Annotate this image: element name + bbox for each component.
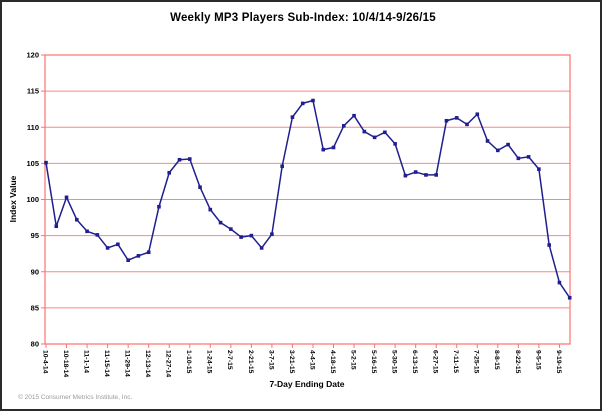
copyright-notice: © 2015 Consumer Metrics Institute, Inc. (18, 394, 133, 401)
y-tick-label: 95 (31, 231, 39, 240)
x-tick-label: 12-27-14 (165, 350, 172, 377)
x-tick-label: 9-19-15 (555, 350, 562, 374)
x-tick-label: 2-21-15 (247, 350, 254, 374)
data-point (362, 129, 367, 134)
x-tick-label: 6-27-15 (432, 350, 439, 374)
x-tick-label: 8-22-15 (514, 350, 521, 374)
x-axis-title: 7-Day Ending Date (269, 379, 344, 389)
data-point (434, 173, 439, 177)
y-tick-label: 120 (26, 51, 39, 60)
data-point (249, 233, 254, 238)
series-line (45, 99, 571, 299)
data-point (496, 148, 500, 153)
data-point (413, 170, 418, 174)
x-tick-label: 1-24-15 (206, 350, 213, 374)
data-point (393, 142, 397, 146)
data-point (126, 258, 130, 262)
data-point (465, 122, 469, 127)
data-point (95, 233, 100, 237)
data-point (321, 147, 326, 152)
data-point (567, 295, 572, 300)
x-tick-label: 3-21-15 (288, 350, 295, 374)
data-point (506, 142, 510, 147)
data-point (218, 220, 223, 225)
data-point (454, 116, 459, 120)
data-point (475, 112, 480, 117)
y-tick-label: 85 (31, 303, 39, 312)
data-point (383, 130, 387, 135)
x-tick-label: 2-7-15 (226, 350, 233, 370)
x-tick-label: 4-4-15 (308, 350, 315, 370)
x-tick-label: 7-25-15 (473, 350, 480, 374)
data-point (280, 164, 284, 169)
data-point (372, 135, 377, 140)
data-point (64, 195, 69, 200)
y-tick-label: 90 (31, 267, 39, 276)
x-tick-label: 11-15-14 (103, 350, 110, 377)
x-tick-label: 5-16-15 (370, 350, 377, 374)
data-point (198, 185, 202, 190)
data-point (547, 243, 551, 247)
y-tick-label: 100 (26, 195, 39, 204)
data-point (290, 115, 295, 119)
x-tick-label: 9-5-15 (534, 350, 541, 370)
data-point (85, 229, 89, 234)
x-tick-label: 11-29-14 (124, 350, 131, 377)
x-tick-label: 8-8-15 (493, 350, 500, 370)
data-point (229, 227, 233, 231)
data-point (116, 242, 120, 247)
x-tick-label: 11-1-14 (82, 350, 89, 373)
y-axis-title: Index Value (8, 175, 18, 222)
data-point (557, 280, 562, 285)
x-tick-label: 10-4-14 (41, 350, 48, 374)
data-point (516, 156, 521, 161)
data-point (331, 145, 336, 150)
y-tick-label: 80 (31, 340, 39, 349)
x-tick-label: 1-10-15 (185, 350, 192, 374)
data-point (239, 235, 243, 239)
data-point (167, 170, 172, 175)
data-point (341, 124, 346, 128)
data-point (105, 246, 110, 250)
x-tick-label: 7-11-15 (452, 350, 459, 373)
data-point (157, 204, 161, 209)
y-tick-label: 110 (27, 123, 39, 132)
data-point (485, 139, 490, 143)
data-point (526, 155, 531, 159)
data-point (270, 232, 274, 236)
chart-title: Weekly MP3 Players Sub-Index: 10/4/14-9/… (170, 12, 436, 24)
x-tick-label: 4-18-15 (329, 350, 336, 374)
data-point (208, 207, 213, 212)
y-tick-label: 105 (26, 159, 39, 168)
x-tick-label: 12-13-14 (144, 350, 151, 377)
data-point (403, 173, 408, 178)
data-point (300, 101, 305, 106)
data-point (44, 160, 48, 165)
plot-area: 80 85 90 95 100 105 110 115 120 10-4-14 10-18-14 11… (26, 51, 572, 377)
data-point (75, 217, 79, 222)
x-tick-label: 5-2-15 (349, 350, 356, 370)
data-point (146, 250, 151, 255)
x-tick-label: 5-30-15 (391, 350, 398, 374)
data-point (352, 113, 356, 118)
data-point (54, 224, 59, 229)
data-point (537, 167, 541, 171)
data-point (136, 254, 141, 258)
x-tick-label: 3-7-15 (267, 350, 274, 370)
data-point (311, 98, 315, 103)
data-point (187, 157, 192, 161)
data-point (259, 246, 264, 250)
data-point (177, 157, 182, 162)
y-tick-label: 115 (27, 87, 39, 96)
data-point (444, 118, 449, 123)
data-point (424, 173, 428, 177)
x-tick-label: 6-13-15 (411, 350, 418, 374)
x-tick-label: 10-18-14 (62, 350, 69, 377)
